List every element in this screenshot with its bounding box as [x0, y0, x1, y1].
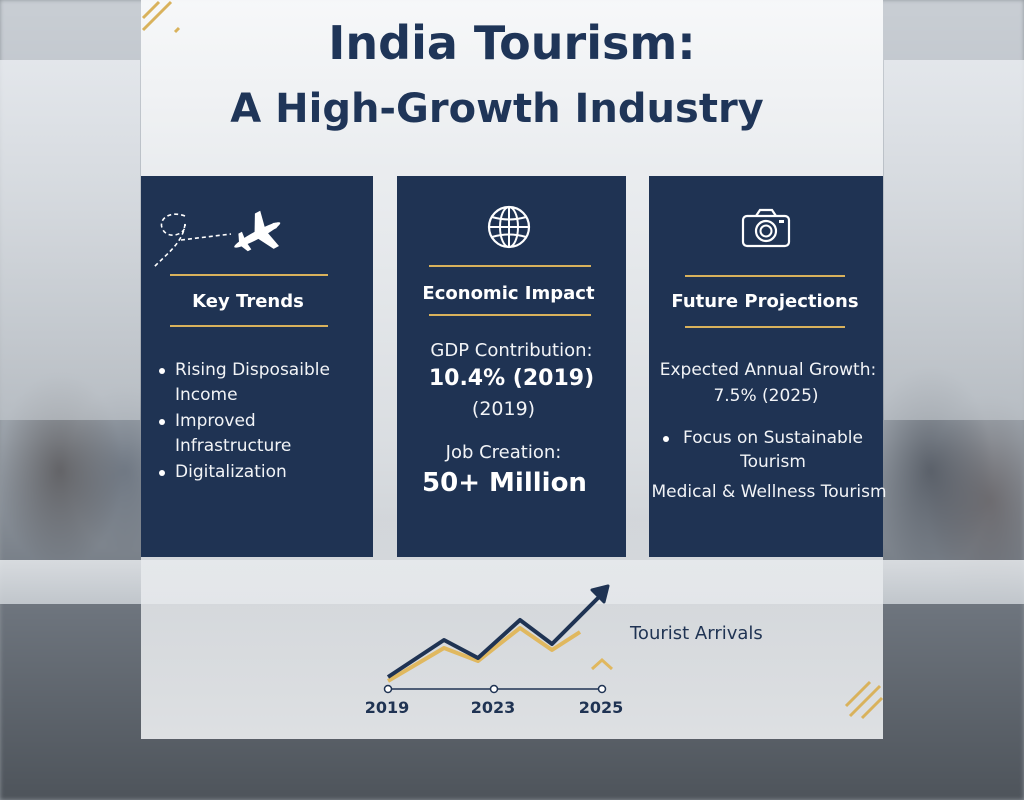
x-tick-label: 2023	[470, 698, 516, 717]
gold-divider	[429, 314, 591, 316]
x-tick-label: 2025	[578, 698, 624, 717]
gdp-year: (2019)	[471, 398, 536, 420]
list-item: Improved Infrastructure	[155, 409, 365, 459]
page-title: India Tourism:	[328, 16, 696, 70]
airplane-icon	[152, 210, 281, 269]
camera-icon	[741, 208, 791, 248]
chart-series-label: Tourist Arrivals	[630, 623, 763, 644]
jobs-label: Job Creation:	[445, 442, 562, 463]
card-heading: Future Projections	[671, 291, 859, 312]
gdp-label: GDP Contribution:	[430, 340, 593, 361]
gold-divider	[170, 325, 328, 327]
list-item: Focus on Sustainable Tourism	[659, 426, 877, 474]
card-heading: Key Trends	[192, 291, 304, 312]
gold-divider	[170, 274, 328, 276]
page-subtitle: A High-Growth Industry	[230, 86, 764, 132]
growth-label: Expected Annual Growth:	[659, 360, 877, 380]
gold-divider	[685, 326, 845, 328]
card-economic-impact: Economic Impact GDP Contribution: 10.4% …	[397, 176, 626, 557]
background-window-right	[884, 60, 1024, 420]
gold-stripes-decoration	[141, 0, 181, 34]
growth-value: 7.5% (2025)	[713, 386, 819, 406]
projections-list: Focus on Sustainable Tourism	[659, 426, 877, 475]
list-item: Rising Disposaible Income	[155, 358, 365, 408]
jobs-value: 50+ Million	[422, 468, 587, 498]
card-future-projections: Future Projections Expected Annual Growt…	[649, 176, 887, 557]
key-trends-list: Rising Disposaible Income Improved Infra…	[155, 358, 365, 486]
card-heading: Economic Impact	[422, 283, 595, 304]
background-window-left	[0, 60, 140, 420]
card-key-trends: Key Trends Rising Disposaible Income Imp…	[141, 176, 373, 557]
gold-divider	[429, 265, 591, 267]
list-item: Digitalization	[155, 460, 365, 485]
gold-stripes-decoration	[844, 680, 884, 720]
gdp-value: 10.4% (2019)	[428, 366, 595, 391]
gold-divider	[685, 275, 845, 277]
medical-wellness-text: Medical & Wellness Tourism	[651, 482, 887, 502]
x-tick-label: 2019	[364, 698, 410, 717]
globe-icon	[487, 205, 531, 249]
